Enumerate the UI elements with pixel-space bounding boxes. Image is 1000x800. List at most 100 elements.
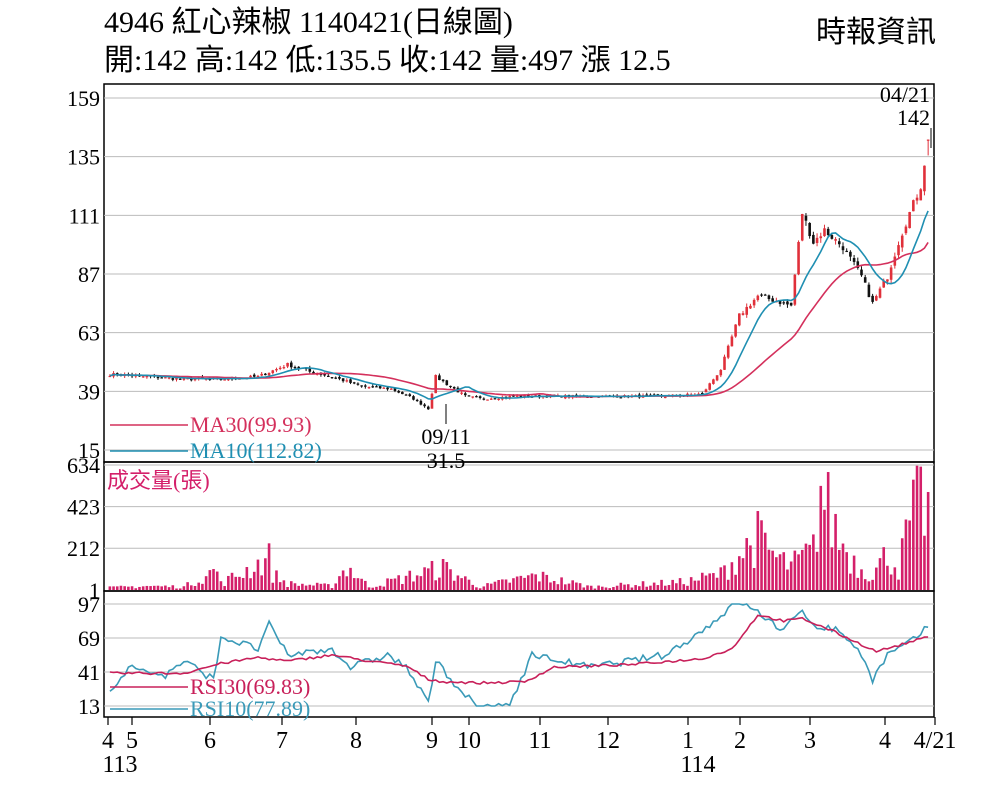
volume-bar — [338, 576, 341, 590]
candle-body — [815, 237, 819, 243]
volume-bar — [619, 582, 623, 590]
x-tick-label: 1 — [682, 728, 694, 754]
volume-bar — [793, 550, 797, 590]
volume-bar — [904, 519, 908, 590]
candle-body — [441, 379, 445, 382]
candle-body — [923, 165, 926, 192]
volume-bar — [715, 577, 719, 590]
price-tick-label: 63 — [78, 321, 100, 346]
candle-body — [504, 396, 508, 398]
indicator-lines — [109, 210, 929, 707]
volume-bar — [412, 581, 415, 590]
candle-body — [208, 378, 212, 381]
candle-body — [878, 288, 882, 298]
candle-body — [286, 362, 289, 367]
volume-bar — [875, 567, 878, 590]
volume-bar — [252, 571, 256, 590]
candle-body — [308, 367, 312, 372]
candle-body — [512, 395, 515, 397]
volume-bar — [749, 545, 752, 590]
candle-body — [478, 396, 482, 398]
ma10-line — [109, 210, 929, 400]
volume-bar — [434, 580, 437, 590]
candle-body — [812, 234, 815, 244]
volume-bar — [504, 579, 508, 590]
volume-bar — [301, 583, 304, 590]
volume-bar — [456, 575, 460, 590]
candle-body — [341, 378, 345, 382]
volume-bar — [152, 585, 156, 590]
volume-bar — [315, 582, 319, 590]
volume-bar — [734, 574, 737, 590]
volume-bar — [471, 584, 475, 590]
candle-body — [882, 280, 886, 288]
candle-body — [408, 394, 412, 397]
volume-bar — [638, 586, 641, 590]
volume-bar — [378, 585, 382, 590]
rsi-tick-label: 69 — [78, 626, 100, 651]
volume-bar — [519, 575, 523, 590]
volume-bar — [360, 578, 363, 590]
year-label: 113 — [102, 752, 137, 778]
candle-body — [382, 387, 386, 389]
candle-body — [371, 386, 375, 388]
candle-body — [871, 295, 874, 302]
volume-bar — [293, 583, 297, 590]
candle-body — [904, 226, 908, 234]
volume-bar — [623, 584, 626, 590]
low-date-label: 09/11 — [421, 424, 470, 449]
volume-bar — [430, 560, 434, 590]
candle-body — [749, 305, 752, 309]
volume-bar — [441, 558, 445, 590]
volume-bar — [438, 577, 441, 590]
volume-bar — [115, 586, 119, 590]
volume-bar — [330, 588, 334, 590]
candle-body — [786, 301, 789, 305]
volume-bar — [586, 585, 589, 590]
volume-bar — [671, 579, 674, 590]
candle-body — [156, 376, 160, 379]
candle-body — [719, 369, 723, 376]
volume-bar — [800, 549, 804, 590]
chart-frames — [103, 83, 935, 718]
candle-body — [452, 386, 456, 389]
volume-tick-label: 1 — [89, 578, 100, 603]
candle-body — [386, 387, 389, 390]
volume-bar — [789, 561, 793, 590]
x-tick-label: 8 — [350, 728, 362, 754]
volume-bars — [108, 465, 930, 590]
candle-body — [912, 200, 915, 212]
x-tick-label: 5 — [126, 728, 138, 754]
volume-bar — [926, 492, 930, 590]
volume-bar — [867, 581, 871, 590]
volume-bar — [663, 585, 667, 590]
volume-bar — [915, 465, 919, 590]
volume-bar — [756, 511, 760, 590]
volume-bar — [415, 575, 419, 590]
volume-bar — [460, 578, 463, 590]
volume-bar — [700, 572, 704, 590]
volume-bar — [171, 585, 175, 590]
volume-bar — [108, 586, 112, 590]
rsi30-legend: RSI30(69.83) — [190, 674, 310, 699]
x-tick-label: 2 — [734, 728, 746, 754]
x-tick-label: 9 — [426, 728, 438, 754]
volume-tick-label: 423 — [67, 495, 100, 520]
volume-bar — [723, 565, 726, 590]
volume-bar — [919, 466, 923, 590]
candle-body — [723, 356, 726, 370]
volume-bar — [512, 578, 515, 590]
candle-body — [249, 375, 252, 378]
candle-body — [475, 396, 478, 398]
volume-bar — [426, 568, 430, 590]
volume-bar — [145, 585, 149, 590]
volume-bar — [419, 576, 423, 590]
candle-body — [841, 246, 845, 251]
volume-bar — [149, 586, 152, 590]
volume-bar — [401, 583, 404, 590]
volume-bar — [230, 572, 234, 590]
candle-body — [275, 368, 278, 371]
volume-bar — [264, 558, 267, 590]
candle-body — [789, 302, 793, 306]
